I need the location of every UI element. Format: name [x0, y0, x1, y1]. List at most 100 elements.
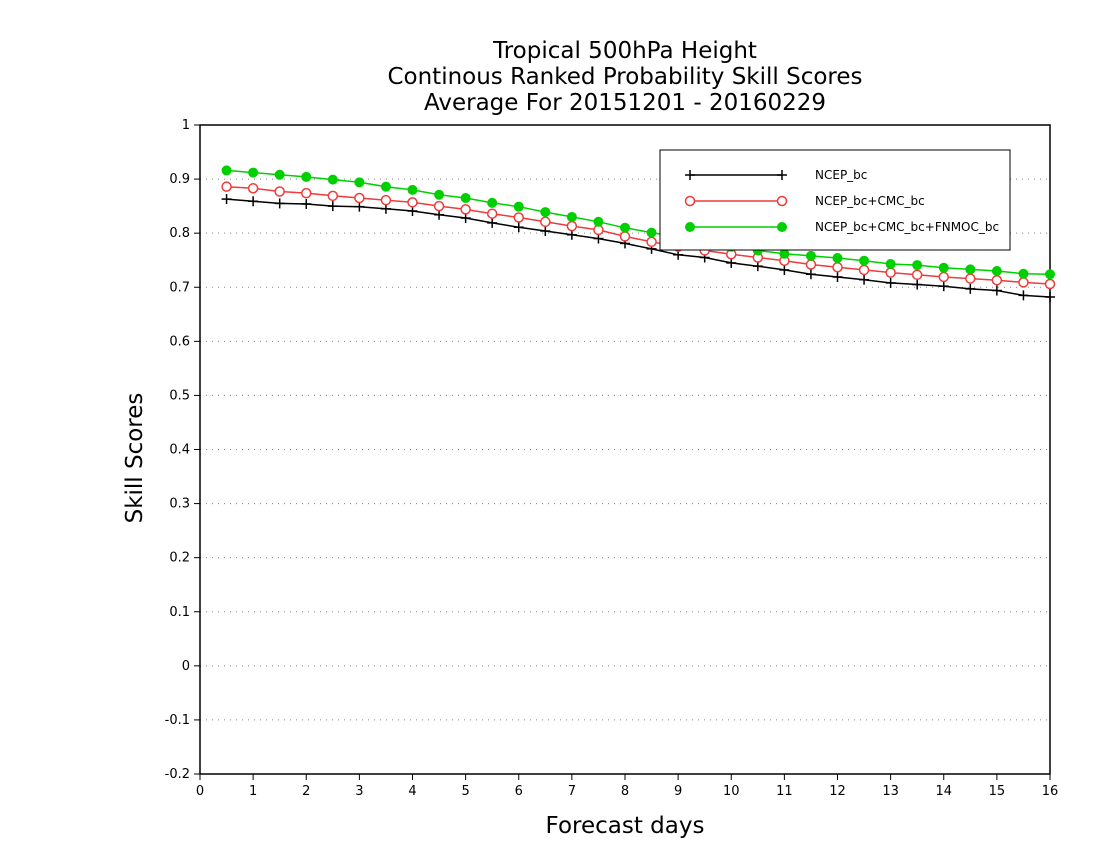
data-point	[274, 186, 285, 197]
y-tick-label: 0.8	[169, 226, 190, 241]
data-point	[938, 271, 949, 283]
data-point	[779, 248, 790, 259]
data-point	[646, 236, 657, 248]
data-point	[513, 212, 524, 223]
legend-entry-3: NCEP_bc+CMC_bc+FNMOC_bc	[685, 220, 999, 234]
x-tick-label: 13	[882, 784, 899, 799]
data-point	[912, 260, 923, 271]
data-point	[407, 197, 418, 208]
data-point	[513, 222, 524, 233]
data-point	[858, 264, 870, 276]
x-tick-label: 11	[776, 784, 793, 799]
data-point	[832, 253, 843, 264]
y-tick-label: 0.6	[169, 334, 190, 349]
data-point	[991, 274, 1003, 286]
legend-marker	[777, 222, 787, 232]
data-point	[460, 193, 471, 204]
data-point	[619, 231, 631, 242]
data-point	[354, 192, 365, 204]
data-point	[912, 279, 923, 290]
y-tick-label: 0.7	[169, 280, 190, 295]
data-series	[221, 165, 1056, 302]
legend-entry-2: NCEP_bc+CMC_bc	[684, 194, 925, 208]
data-point	[1044, 278, 1056, 290]
data-point	[752, 261, 763, 272]
data-point	[646, 227, 657, 238]
legend-marker	[776, 195, 788, 207]
data-point	[540, 226, 551, 237]
y-tick-label: 0.1	[169, 605, 190, 620]
y-tick-label: 0.9	[169, 172, 190, 187]
data-point	[566, 220, 578, 232]
y-axis-label: Skill Scores	[122, 393, 148, 524]
data-point	[1018, 290, 1029, 301]
data-point	[247, 183, 259, 194]
legend-marker	[685, 170, 695, 180]
data-point	[487, 217, 498, 228]
data-point	[991, 285, 1002, 296]
data-point	[327, 201, 338, 212]
y-tick-label: -0.1	[165, 713, 190, 728]
data-point	[434, 209, 445, 220]
data-point	[221, 165, 232, 176]
legend-label: NCEP_bc+CMC_bc	[815, 194, 925, 208]
data-point	[859, 255, 870, 266]
axis-ticks: -0.2-0.100.10.20.30.40.50.60.70.80.910 1 2…	[165, 118, 1059, 799]
data-point	[380, 181, 391, 192]
data-point	[593, 233, 604, 244]
data-point	[248, 167, 259, 178]
chart-title-line-2: Continous Ranked Probability Skill Score…	[387, 64, 862, 90]
legend-box	[659, 149, 1011, 251]
gridlines	[200, 178, 1050, 721]
legend-label: NCEP_bc+CMC_bc+FNMOC_bc	[815, 220, 999, 234]
data-point	[434, 189, 445, 200]
x-tick-label: 14	[935, 784, 952, 799]
x-tick-label: 2	[302, 784, 310, 799]
data-point	[487, 197, 498, 208]
data-point	[832, 261, 843, 273]
data-point	[859, 274, 870, 285]
data-point	[380, 194, 392, 206]
data-point	[274, 169, 285, 180]
x-axis-label: Forecast days	[546, 813, 705, 839]
x-tick-label: 4	[408, 784, 416, 799]
x-tick-label: 5	[461, 784, 469, 799]
data-point	[460, 213, 471, 224]
data-point	[566, 229, 577, 240]
chart-title-line-3: Average For 20151201 - 20160229	[424, 90, 826, 116]
data-point	[1018, 277, 1029, 288]
x-tick-label: 12	[829, 784, 846, 799]
data-point	[991, 266, 1002, 277]
data-point	[1045, 291, 1055, 302]
data-point	[486, 208, 498, 219]
data-point	[248, 196, 259, 207]
data-point	[380, 203, 391, 214]
data-point	[327, 174, 338, 185]
y-tick-label: 0.5	[169, 388, 190, 403]
chart-title-line-1: Tropical 500hPa Height	[492, 38, 757, 64]
data-point	[832, 271, 843, 282]
x-tick-label: 7	[568, 784, 576, 799]
x-tick-label: 3	[355, 784, 363, 799]
data-point	[885, 258, 896, 269]
legend-entry-1: NCEP_bc	[685, 168, 867, 182]
x-tick-label: 10	[723, 784, 740, 799]
data-point	[1045, 269, 1055, 280]
data-point	[911, 269, 923, 281]
y-tick-label: -0.2	[165, 767, 190, 782]
x-tick-label: 9	[674, 784, 682, 799]
x-tick-label: 1	[249, 784, 257, 799]
legend-label: NCEP_bc	[815, 168, 867, 182]
data-point	[965, 283, 976, 294]
y-tick-label: 0	[182, 659, 190, 674]
data-point	[885, 267, 896, 278]
data-point	[513, 201, 524, 212]
legend-marker	[685, 222, 695, 232]
data-point	[327, 190, 339, 202]
data-point	[726, 257, 737, 268]
data-point	[885, 277, 896, 288]
data-point	[407, 184, 418, 195]
data-point	[965, 264, 976, 275]
data-point	[805, 250, 816, 261]
